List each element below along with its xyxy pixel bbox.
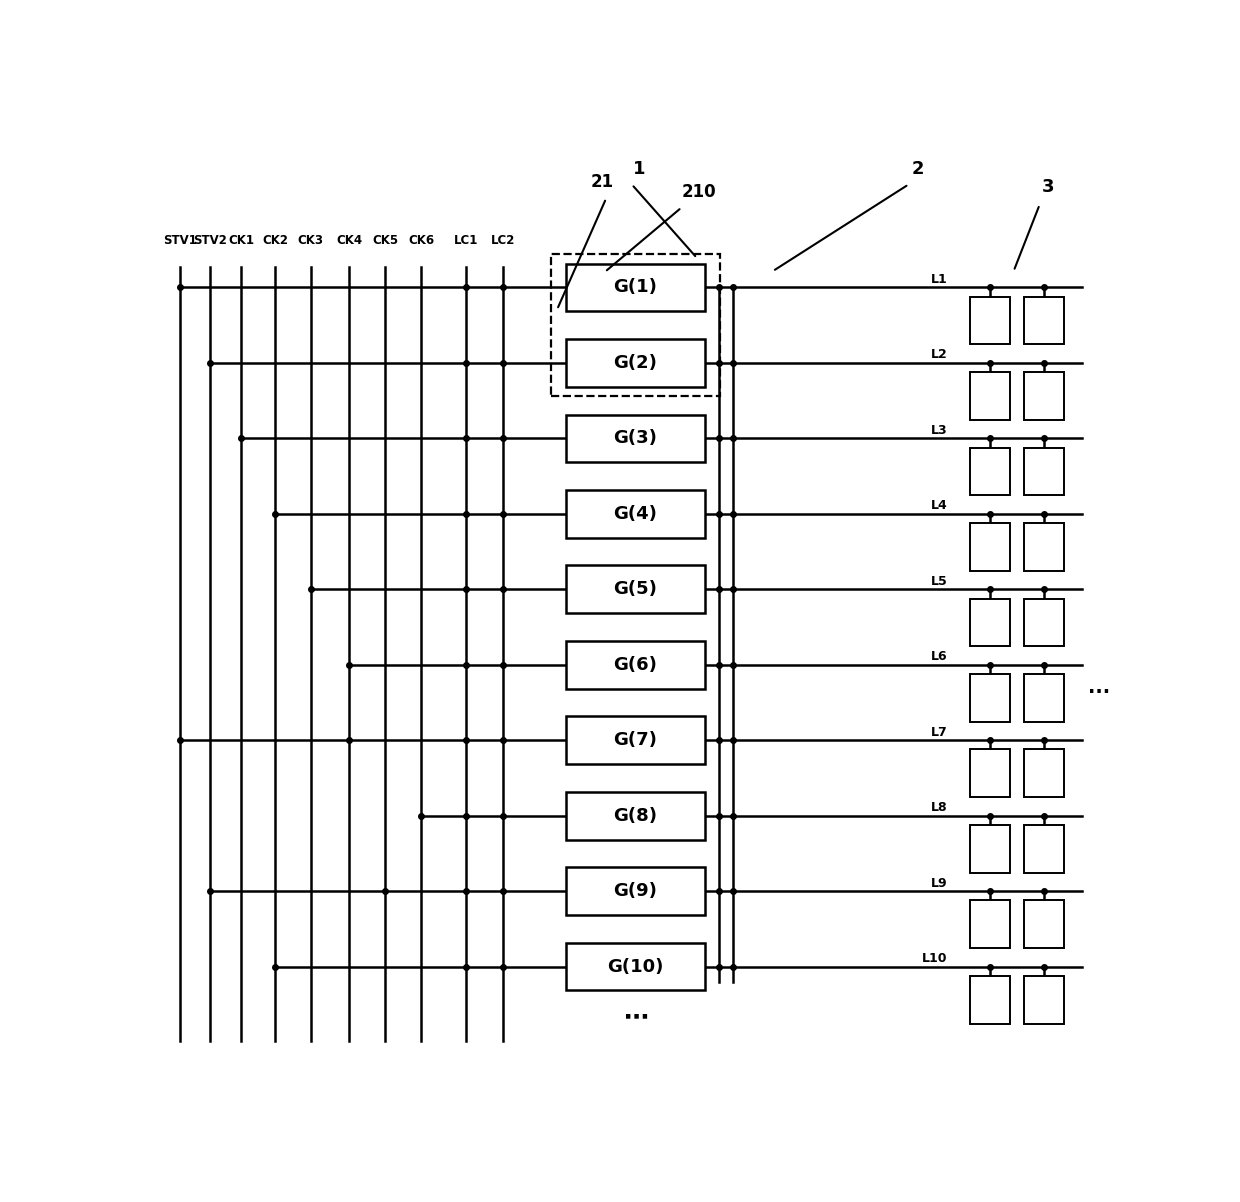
Text: 2: 2 — [911, 160, 924, 178]
Bar — [1023, 447, 1064, 495]
Text: ⋯: ⋯ — [622, 1005, 649, 1029]
Text: G(9): G(9) — [614, 882, 657, 900]
Bar — [567, 490, 704, 537]
Bar — [970, 900, 1009, 948]
Bar — [1023, 599, 1064, 647]
Bar — [1023, 297, 1064, 345]
Text: L7: L7 — [930, 726, 947, 739]
Text: CK6: CK6 — [408, 233, 434, 246]
Text: ...: ... — [1089, 678, 1110, 697]
Bar — [970, 674, 1009, 721]
Bar — [970, 976, 1009, 1024]
Text: L6: L6 — [931, 650, 947, 664]
Text: L2: L2 — [930, 349, 947, 362]
Text: 1: 1 — [634, 160, 646, 178]
Bar — [970, 373, 1009, 419]
Text: CK4: CK4 — [336, 233, 362, 246]
Bar — [970, 447, 1009, 495]
Text: G(10): G(10) — [608, 958, 663, 976]
Text: L4: L4 — [930, 499, 947, 512]
Text: L5: L5 — [930, 575, 947, 588]
Text: CK3: CK3 — [298, 233, 324, 246]
Bar — [567, 263, 704, 311]
Text: L10: L10 — [921, 952, 947, 965]
Text: G(5): G(5) — [614, 581, 657, 599]
Text: L8: L8 — [931, 802, 947, 814]
Bar — [1023, 825, 1064, 873]
Text: G(2): G(2) — [614, 353, 657, 371]
Bar — [567, 942, 704, 990]
Text: L1: L1 — [930, 273, 947, 286]
Bar — [970, 297, 1009, 345]
Bar — [567, 641, 704, 689]
Text: LC2: LC2 — [491, 233, 516, 246]
Bar — [567, 716, 704, 764]
Text: 210: 210 — [682, 183, 717, 201]
Bar — [567, 415, 704, 463]
Bar — [567, 792, 704, 839]
Text: CK2: CK2 — [262, 233, 288, 246]
Bar — [567, 339, 704, 387]
Bar — [1023, 976, 1064, 1024]
Text: STV2: STV2 — [193, 233, 227, 246]
Bar — [567, 868, 704, 915]
Bar — [970, 750, 1009, 797]
Bar — [1023, 674, 1064, 721]
Bar — [1023, 900, 1064, 948]
Text: CK5: CK5 — [372, 233, 398, 246]
Text: G(8): G(8) — [614, 807, 657, 825]
Text: G(7): G(7) — [614, 731, 657, 749]
Bar — [970, 599, 1009, 647]
Bar — [970, 523, 1009, 571]
Bar — [551, 255, 720, 395]
Bar — [1023, 373, 1064, 419]
Bar — [1023, 750, 1064, 797]
Text: L9: L9 — [931, 876, 947, 889]
Text: G(4): G(4) — [614, 505, 657, 523]
Bar — [970, 825, 1009, 873]
Text: 21: 21 — [590, 173, 614, 191]
Bar — [567, 565, 704, 613]
Bar — [1023, 523, 1064, 571]
Text: G(1): G(1) — [614, 279, 657, 297]
Text: LC1: LC1 — [454, 233, 479, 246]
Text: CK1: CK1 — [228, 233, 254, 246]
Text: L3: L3 — [931, 424, 947, 436]
Text: STV1: STV1 — [162, 233, 197, 246]
Text: 3: 3 — [1042, 178, 1054, 196]
Text: G(6): G(6) — [614, 656, 657, 674]
Text: G(3): G(3) — [614, 429, 657, 447]
